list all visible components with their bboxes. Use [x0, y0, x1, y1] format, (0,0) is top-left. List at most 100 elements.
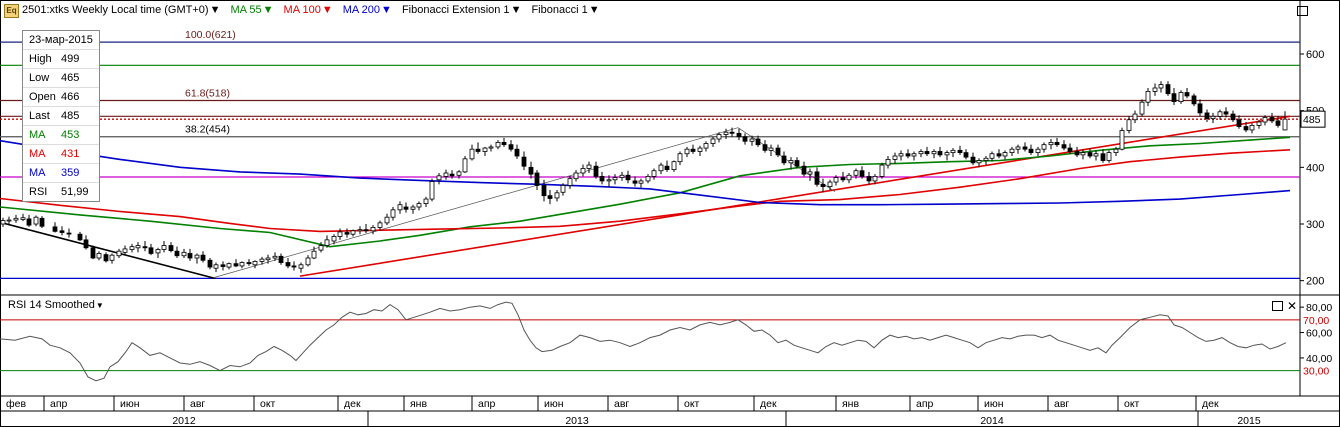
candle-body [573, 172, 579, 180]
candle [443, 169, 449, 180]
candle [246, 259, 252, 266]
month-label: окт [1124, 398, 1140, 410]
info-value: 431 [61, 148, 80, 160]
candle-body [495, 141, 501, 148]
symbol-label[interactable]: 2501:xtks Weekly Local time (GMT+0)▼ [22, 4, 221, 16]
trend-line [214, 127, 739, 278]
candle [1054, 137, 1060, 147]
fibonacci-label[interactable]: Fibonacci 1▼ [531, 4, 600, 16]
candle-body [664, 165, 670, 170]
candle [970, 152, 976, 166]
candle-body [814, 171, 820, 185]
candle [331, 234, 337, 245]
candle-body [187, 253, 193, 259]
candle-body [122, 248, 128, 253]
month-label: июн [544, 398, 564, 410]
candle-body [135, 245, 141, 249]
candle [501, 137, 507, 147]
candle [1165, 81, 1171, 96]
candle-body [1113, 148, 1119, 153]
month-label: окт [260, 398, 276, 410]
month-label: окт [684, 398, 700, 410]
candle-body [142, 246, 148, 249]
candle-body [384, 216, 390, 224]
candle-body [924, 151, 930, 155]
candle [1113, 146, 1119, 156]
candle [671, 160, 677, 172]
rsi-close-icon[interactable]: ✕ [1287, 299, 1298, 313]
candle-body [1184, 92, 1190, 97]
candle-body [1054, 141, 1060, 146]
maximize-icon[interactable] [1297, 6, 1308, 16]
candle [586, 161, 592, 173]
ma200-label[interactable]: MA 200▼ [342, 4, 392, 16]
candle-body [416, 203, 422, 208]
candle [1132, 110, 1138, 124]
candle-body [200, 254, 206, 261]
candle-body [403, 206, 409, 210]
candle [976, 158, 982, 168]
candle-body [77, 233, 83, 241]
candle [482, 146, 488, 156]
candle-body [918, 151, 924, 155]
candle-body [690, 148, 696, 152]
rsi-panel-title[interactable]: RSI 14 Smoothed▼ [8, 299, 104, 311]
candle-body [39, 217, 45, 227]
candle-body [827, 181, 833, 187]
candle [833, 175, 839, 186]
candle [337, 228, 343, 240]
candle [1087, 148, 1093, 159]
candle-body [1074, 151, 1080, 156]
candle-body [651, 170, 657, 177]
candle [410, 204, 416, 214]
candle [755, 135, 761, 147]
candle [983, 156, 989, 166]
candle-body [729, 131, 735, 134]
candle [220, 261, 226, 271]
candle-body [252, 260, 258, 266]
candle-body [1223, 111, 1229, 115]
candle [1100, 149, 1106, 163]
candle [853, 168, 859, 179]
candle-body [762, 144, 768, 151]
candle [423, 196, 429, 207]
month-label: апр [50, 398, 68, 410]
candle [742, 133, 748, 145]
candle-body [226, 263, 232, 268]
candle-body [794, 160, 800, 167]
candle-body [66, 232, 72, 235]
ma55-label[interactable]: MA 55▼ [230, 4, 274, 16]
info-value: 453 [61, 129, 80, 141]
candle-body [898, 153, 904, 157]
y-tick-label: 300 [1306, 219, 1324, 231]
candle [305, 255, 311, 267]
candle-body [677, 153, 683, 163]
candle [168, 242, 174, 253]
candle [1139, 99, 1145, 117]
fib-extension-label[interactable]: Fibonacci Extension 1▼ [401, 4, 522, 16]
candle-body [937, 151, 943, 156]
candle [116, 248, 122, 258]
candle [59, 226, 65, 236]
candle [534, 170, 540, 190]
candle [1015, 144, 1021, 154]
candle [1119, 127, 1125, 151]
candle-body [983, 157, 989, 161]
candle-body [220, 264, 226, 267]
candle-body [684, 148, 690, 155]
candle [20, 213, 26, 222]
rsi-maximize-icon[interactable] [1272, 301, 1283, 311]
y-tick-label: 600 [1306, 49, 1324, 61]
candle [625, 170, 631, 184]
candle-body [749, 138, 755, 142]
candle-body [755, 138, 761, 146]
candle [645, 174, 651, 184]
ma100-label[interactable]: MA 100▼ [283, 4, 333, 16]
candle [892, 152, 898, 164]
candle-body [931, 151, 937, 155]
candle [324, 235, 330, 248]
candle [794, 157, 800, 169]
candle [181, 248, 187, 258]
candle-body [853, 170, 859, 176]
rsi-level-box [1301, 363, 1337, 378]
